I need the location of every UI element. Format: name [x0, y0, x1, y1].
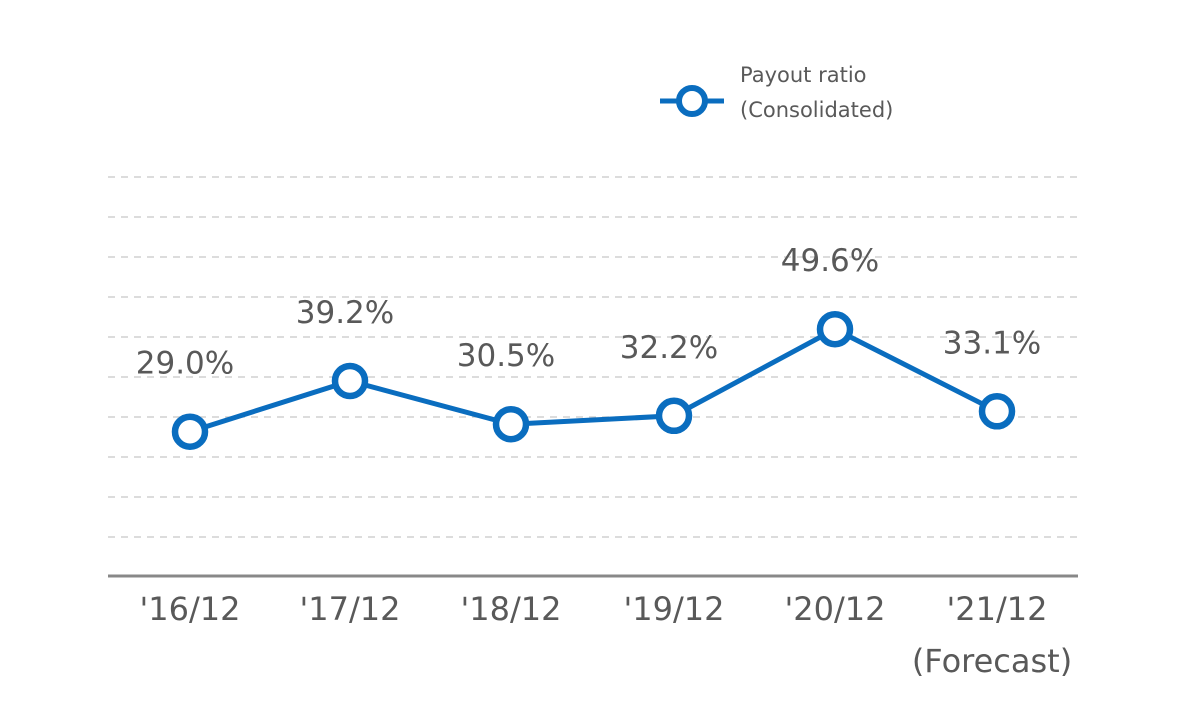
legend: Payout ratio (Consolidated)	[660, 63, 893, 122]
x-tick-label: '18/12	[460, 590, 561, 628]
gridlines	[108, 176, 1078, 538]
x-tick-labels: '16/12 '17/12 '18/12 '19/12 '20/12 '21/12 (For…	[139, 590, 1072, 680]
x-tick-label: '17/12	[299, 590, 400, 628]
x-tick-label: '16/12	[139, 590, 240, 628]
data-point	[978, 393, 1016, 430]
data-points	[171, 310, 1016, 450]
data-point	[171, 413, 209, 450]
legend-marker-swatch	[676, 85, 708, 117]
data-point	[331, 362, 369, 400]
x-tick-label: '21/12	[946, 590, 1047, 628]
data-point	[655, 397, 693, 435]
legend-label-line2: (Consolidated)	[740, 98, 893, 122]
data-label: 39.2%	[296, 295, 394, 331]
data-label: 33.1%	[943, 325, 1041, 361]
data-point	[492, 405, 530, 443]
series-line-payout-ratio	[189, 326, 999, 435]
data-label: 49.6%	[781, 243, 879, 279]
legend-label-line1: Payout ratio	[740, 63, 867, 87]
data-label: 29.0%	[136, 346, 234, 382]
data-label: 32.2%	[620, 330, 718, 366]
x-tick-label: '19/12	[623, 590, 724, 628]
data-point	[816, 310, 854, 348]
data-label: 30.5%	[457, 338, 555, 374]
x-tick-note: (Forecast)	[912, 642, 1072, 680]
x-tick-label: '20/12	[784, 590, 885, 628]
data-labels: 29.0% 39.2% 30.5% 32.2% 49.6% 33.1%	[136, 243, 1041, 381]
